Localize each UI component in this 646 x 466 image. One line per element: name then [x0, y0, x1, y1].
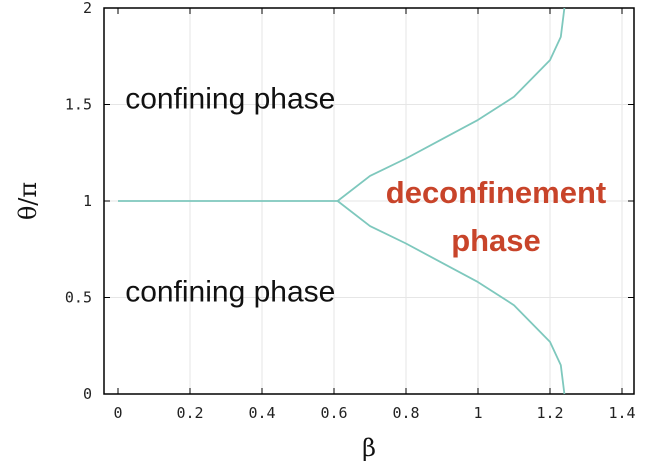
x-tick-label: 1.4 [608, 404, 635, 422]
phase-boundary-series-2 [337, 200, 566, 395]
phase-boundary-lines [118, 7, 566, 395]
x-tick-label: 0.2 [176, 404, 203, 422]
y-tick-label: 0 [83, 385, 92, 403]
x-tick-label: 1 [473, 404, 482, 422]
confining-label: confining phase [125, 82, 335, 115]
x-axis-label: β [362, 434, 376, 462]
deconfinement-label: phase [451, 223, 541, 258]
x-tick-label: 0 [113, 404, 122, 422]
grid [104, 8, 634, 394]
y-tick-label: 0.5 [65, 289, 92, 307]
y-tick-label: 1.5 [65, 96, 92, 114]
y-axis-label: θ/π [14, 182, 42, 220]
deconfinement-label: deconfinement [386, 175, 606, 210]
phase-boundary-series-1 [118, 7, 566, 202]
x-tick-label: 0.6 [320, 404, 347, 422]
region-labels: confining phase confining phase deconfinem… [125, 82, 606, 308]
confining-label: confining phase [125, 275, 335, 308]
x-tick-label: 1.2 [536, 404, 563, 422]
x-tick-label: 0.4 [248, 404, 275, 422]
ticks: 0 0.2 0.4 0.6 0.8 1 1.2 1.4 0 0.5 1 1.5 2 [65, 0, 636, 422]
y-tick-label: 2 [83, 0, 92, 17]
y-tick-label: 1 [83, 192, 92, 210]
x-tick-label: 0.8 [392, 404, 419, 422]
